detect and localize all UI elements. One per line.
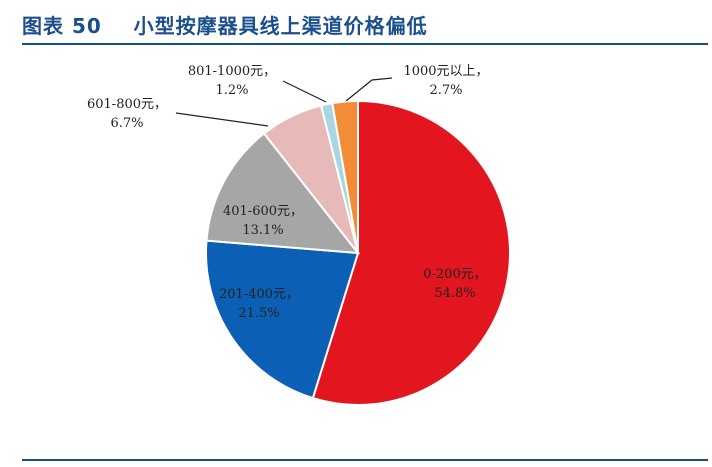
slice-label: 0-200元， 54.8% bbox=[423, 267, 486, 301]
pie-slice bbox=[331, 99, 359, 254]
slice-label: 201-400元， 21.5% bbox=[219, 287, 299, 321]
figure-title-text: 小型按摩器具线上渠道价格偏低 bbox=[133, 14, 428, 38]
pie-slice bbox=[205, 239, 360, 400]
slice-value-label: 6.7% bbox=[110, 116, 143, 131]
figure-label: 图表 50 bbox=[22, 14, 102, 38]
slice-category-label: 401-600元， bbox=[223, 204, 303, 219]
leader-line bbox=[175, 112, 269, 127]
title-bar: 图表 50 小型按摩器具线上渠道价格偏低 bbox=[0, 0, 712, 45]
figure-title: 图表 50 小型按摩器具线上渠道价格偏低 bbox=[22, 10, 428, 39]
slice-category-label: 601-800元， bbox=[87, 97, 167, 112]
slice-value-label: 54.8% bbox=[434, 286, 475, 301]
title-rule bbox=[22, 43, 708, 45]
slice-value-label: 13.1% bbox=[242, 223, 283, 238]
leader-line bbox=[282, 80, 327, 103]
leader-line bbox=[345, 77, 393, 102]
slice-category-label: 1000元以上， bbox=[403, 64, 488, 79]
slice-value-label: 1.2% bbox=[215, 83, 248, 98]
slice-category-label: 0-200元， bbox=[423, 267, 486, 282]
pie-slice bbox=[311, 99, 511, 406]
slice-label: 801-1000元， 1.2% bbox=[188, 64, 276, 98]
slice-label: 601-800元， 6.7% bbox=[87, 97, 167, 131]
bottom-rule bbox=[22, 459, 708, 461]
slice-label: 401-600元， 13.1% bbox=[223, 204, 303, 238]
slice-category-label: 801-1000元， bbox=[188, 64, 276, 79]
pie-slice bbox=[205, 132, 361, 255]
slice-value-label: 21.5% bbox=[238, 306, 279, 321]
slice-category-label: 201-400元， bbox=[219, 287, 299, 302]
slice-label: 1000元以上， 2.7% bbox=[403, 64, 488, 98]
slice-value-label: 2.7% bbox=[429, 83, 462, 98]
